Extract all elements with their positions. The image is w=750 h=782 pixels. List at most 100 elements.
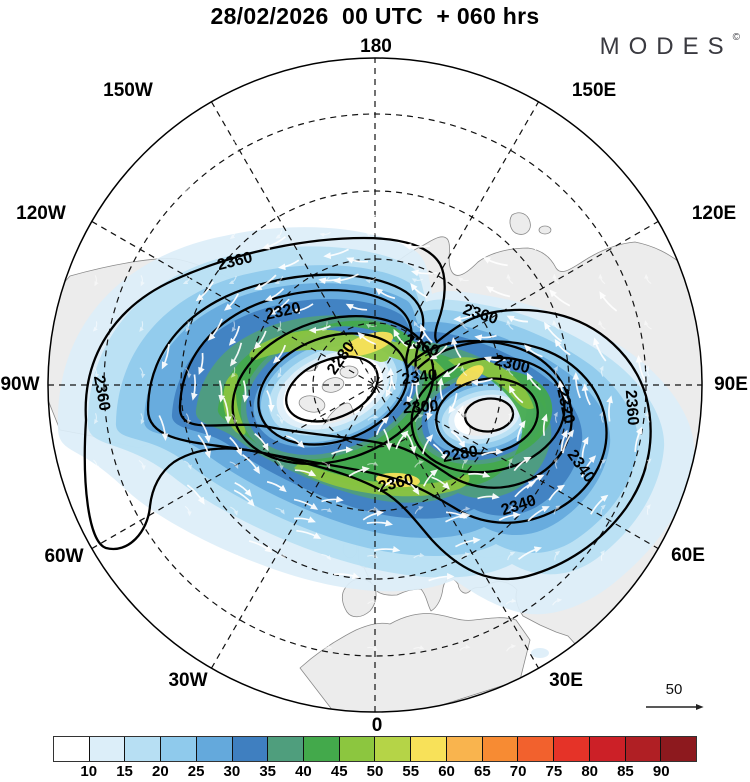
wind-arrow-icon: [432, 443, 448, 462]
wind-arrow-icon: [426, 398, 433, 421]
colorbar-cell: [375, 737, 412, 761]
contour-label: 2280: [441, 443, 479, 466]
wind-arrow-icon: [581, 383, 591, 406]
wind-arrow-icon: [184, 505, 192, 517]
wind-arrow-icon: [553, 365, 559, 377]
wind-arrow-icon: [421, 434, 434, 455]
wind-arrow-icon: [183, 553, 193, 561]
wind-arrow-icon: [459, 644, 471, 651]
wind-arrow-icon: [233, 489, 255, 507]
wind-arrow-icon: [319, 92, 330, 100]
wind-arrow-icon: [635, 355, 646, 381]
north-africa: [299, 613, 531, 712]
contour-label: 2360: [622, 389, 641, 426]
wind-arrow-icon: [445, 512, 471, 523]
wind-arrow-icon: [229, 342, 243, 367]
wind-arrow-icon: [553, 411, 558, 423]
wind-arrow-icon: [198, 352, 205, 375]
lon-label-150E: 150E: [572, 80, 616, 101]
wind-arrow-icon: [481, 448, 504, 456]
wind-arrow-icon: [333, 273, 359, 284]
wind-arrow-icon: [158, 415, 169, 441]
wind-arrow-icon: [458, 230, 469, 236]
wind-arrow-icon: [262, 236, 287, 250]
colorbar-tick-label: 70: [509, 763, 527, 780]
wind-arrow-icon: [553, 457, 558, 469]
contour-label: 2300: [402, 398, 439, 417]
wind-arrow-icon: [365, 185, 377, 192]
wind-arrow-icon: [276, 414, 284, 425]
colorbar-tick-label: 75: [545, 763, 563, 780]
wind-arrow-icon: [411, 140, 423, 145]
wind-arrow-icon: [507, 552, 516, 561]
wind-arrow-icon: [367, 414, 379, 421]
wind-arrow-icon: [367, 598, 379, 605]
wind-arrow-icon: [429, 345, 448, 360]
wind-arrow-icon: [229, 646, 240, 652]
wind-arrow-icon: [254, 274, 277, 290]
wind-arrow-icon: [229, 599, 238, 608]
wind-arrow-icon: [551, 182, 561, 191]
shading-patch: [613, 636, 635, 648]
shading-45-arc: [294, 462, 470, 497]
wind-arrow-icon: [599, 411, 604, 423]
colorbar-cell: [339, 737, 376, 761]
wind-arrow-icon: [412, 377, 420, 400]
wind-arrow-icon: [551, 229, 561, 236]
wind-arrow-icon: [138, 552, 146, 562]
wind-arrow-icon: [383, 428, 393, 451]
wind-arrow-icon: [94, 413, 99, 425]
wind-arrow-icon: [375, 287, 396, 300]
wind-arrow-icon: [412, 183, 423, 190]
colorbar-tick-label: 25: [187, 763, 205, 780]
colorbar-tick-label: 55: [402, 763, 420, 780]
colorbar-tick-label: 40: [295, 763, 312, 780]
wind-arrow-icon: [450, 430, 465, 449]
wind-arrow-icon: [224, 293, 239, 311]
wind-arrow-icon: [474, 334, 497, 342]
wind-arrow-icon: [599, 365, 604, 377]
wind-arrow-icon: [477, 492, 500, 500]
lon-label-60E: 60E: [671, 545, 705, 566]
arctic-island: [321, 377, 345, 393]
wind-arrow-icon: [423, 469, 438, 487]
wind-arrow-icon: [412, 231, 423, 236]
wind-arrow-icon: [442, 362, 461, 378]
wind-arrow-icon: [292, 303, 314, 314]
wind-arrow-icon: [264, 288, 285, 302]
japan: [509, 212, 531, 235]
wind-arrow-icon: [517, 546, 542, 560]
wind-arrow-icon: [230, 367, 236, 378]
wind-arrow-icon: [182, 275, 191, 285]
wind-arrow-icon: [186, 484, 205, 505]
wind-arrow-icon: [411, 269, 438, 277]
wind-arrow-icon: [253, 330, 267, 350]
wind-arrow-icon: [413, 645, 425, 650]
wind-arrow-icon: [365, 323, 377, 329]
wind-arrow-icon: [598, 273, 606, 285]
wind-arrow-icon: [645, 365, 650, 377]
modes-logo-text: MODES: [599, 33, 733, 60]
wind-arrow-icon: [241, 453, 260, 475]
wind-arrow-icon: [293, 516, 316, 523]
wind-arrow-icon: [227, 139, 239, 146]
wind-arrow-icon: [322, 321, 328, 332]
wind-arrow-icon: [458, 92, 469, 98]
wind-arrow-icon: [646, 504, 651, 515]
reference-vector-label: 50: [666, 681, 683, 698]
wind-arrow-icon: [516, 420, 526, 441]
shading-45-arc: [448, 357, 534, 410]
lon-label-150W: 150W: [103, 80, 153, 101]
wind-arrow-icon: [460, 598, 470, 607]
wind-arrow-icon: [365, 277, 377, 284]
wind-arrow-icon: [184, 598, 192, 608]
wind-arrow-icon: [272, 344, 287, 364]
colorbar-tick-label: 60: [438, 763, 455, 780]
wind-arrow-icon: [346, 257, 369, 264]
wind-arrow-icon: [498, 511, 521, 521]
wind-arrow-icon: [377, 478, 398, 492]
colorbar-tick-label: 90: [652, 763, 670, 780]
wind-arrow-icon: [373, 546, 401, 553]
colorbar-tick-label: 15: [116, 763, 133, 780]
